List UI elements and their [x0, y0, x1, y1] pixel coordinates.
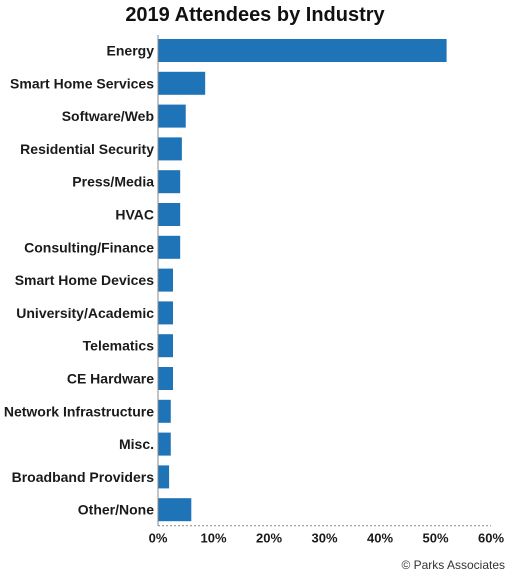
category-label-university-academic: University/Academic [16, 305, 154, 321]
bar-other-none [158, 498, 192, 522]
category-label-ce-hardware: CE Hardware [67, 371, 154, 387]
x-tick-label-0: 0% [149, 531, 168, 546]
bar-university-academic [158, 301, 173, 325]
x-tick-labels: 0% 10% 20% 30% 40% 50% 60% [149, 531, 505, 546]
bars-group [158, 39, 447, 522]
source-credit: © Parks Associates [401, 558, 505, 572]
x-tick-label-10: 10% [200, 531, 226, 546]
bar-software-web [158, 104, 186, 128]
category-label-misc: Misc. [119, 436, 154, 452]
bar-ce-hardware [158, 367, 173, 390]
x-tick-label-40: 40% [367, 531, 393, 546]
bar-residential-security [158, 137, 182, 161]
bar-smart-home-services [158, 71, 206, 95]
category-label-other-none: Other/None [78, 502, 154, 518]
x-tick-label-20: 20% [256, 531, 282, 546]
bar-hvac [158, 203, 181, 226]
bar-misc [158, 432, 171, 456]
bar-press-media [158, 170, 181, 194]
bar-telematics [158, 334, 173, 358]
category-label-smart-home-services: Smart Home Services [10, 75, 154, 91]
bar-smart-home-devices [158, 268, 173, 292]
category-label-residential-security: Residential Security [20, 141, 154, 157]
category-label-energy: Energy [107, 43, 155, 59]
bar-consulting-finance [158, 235, 181, 259]
bar-broadband-providers [158, 465, 170, 489]
category-label-consulting-finance: Consulting/Finance [24, 239, 154, 255]
category-label-smart-home-devices: Smart Home Devices [15, 272, 155, 288]
category-labels: Energy Smart Home Services Software/Web Res… [4, 43, 154, 518]
x-tick-label-50: 50% [422, 531, 448, 546]
category-label-press-media: Press/Media [72, 174, 154, 190]
category-label-broadband-providers: Broadband Providers [12, 469, 155, 485]
category-label-software-web: Software/Web [62, 108, 154, 124]
category-label-telematics: Telematics [83, 338, 155, 354]
chart-title: 2019 Attendees by Industry [125, 4, 385, 26]
bar-energy [158, 39, 447, 62]
bar-network-infrastructure [158, 399, 171, 423]
category-label-network-infrastructure: Network Infrastructure [4, 403, 154, 419]
x-tick-label-30: 30% [311, 531, 337, 546]
x-tick-label-60: 60% [478, 531, 504, 546]
category-label-hvac: HVAC [115, 207, 154, 223]
